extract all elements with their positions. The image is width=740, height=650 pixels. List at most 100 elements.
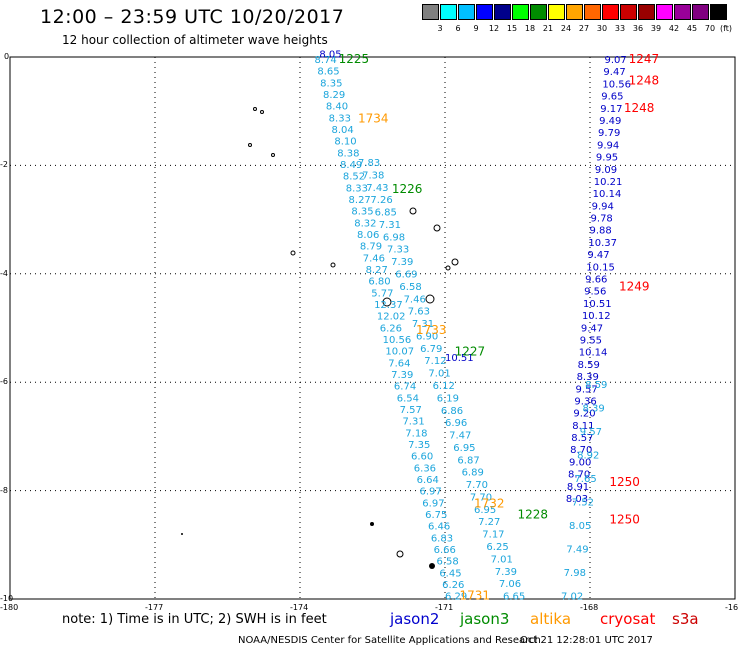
wave-height-value: 7.83	[358, 158, 380, 169]
wave-height-value: 8.11	[572, 421, 594, 432]
pass-time-label: 1250	[609, 475, 640, 489]
x-tick-label: -171	[435, 603, 454, 612]
island	[396, 550, 404, 558]
wave-height-value: 6.69	[395, 269, 417, 280]
wave-height-value: 6.97	[419, 487, 441, 498]
wave-height-value: 6.90	[416, 331, 438, 342]
wave-height-value: 9.95	[596, 153, 618, 164]
wave-height-value: 9.47	[587, 250, 609, 261]
wave-height-value: 9.20	[573, 409, 595, 420]
wave-height-value: 8.33	[329, 113, 351, 124]
wave-height-value: 6.85	[375, 208, 397, 219]
wave-height-value: 9.66	[585, 275, 607, 286]
x-tick-label: -177	[145, 603, 164, 612]
wave-height-value: 9.49	[599, 116, 621, 127]
wave-height-value: 7.57	[400, 405, 422, 416]
wave-height-value: 7.31	[379, 220, 401, 231]
wave-height-value: 8.70	[570, 445, 592, 456]
legend-label: 30	[596, 24, 608, 33]
pass-time-label: 1225	[339, 52, 370, 66]
legend-label: 9	[473, 24, 479, 33]
legend-label: 39	[650, 24, 662, 33]
island	[248, 143, 252, 147]
pass-time-label: 1249	[619, 280, 650, 294]
wave-height-value: 6.19	[437, 393, 459, 404]
pass-time-label: 1248	[624, 101, 655, 115]
legend-swatch	[512, 4, 529, 20]
wave-height-value: 6.46	[428, 522, 450, 533]
island	[451, 258, 459, 266]
x-tick-label: -168	[580, 603, 599, 612]
pass-time-label: 1731	[460, 589, 491, 603]
pass-time-label: 1228	[518, 507, 549, 521]
wave-height-value: 8.70	[568, 470, 590, 481]
island	[382, 297, 392, 307]
wave-height-value: 8.05	[569, 521, 591, 532]
wave-height-value: 8.04	[332, 125, 354, 136]
footnote: note: 1) Time is in UTC; 2) SWH is in fe…	[62, 612, 327, 627]
wave-height-value: 8.59	[578, 360, 600, 371]
legend-label: 27	[578, 24, 590, 33]
wave-height-value: 12.02	[377, 312, 406, 323]
wave-height-value: 12.37	[374, 300, 403, 311]
wave-height-value: 6.12	[433, 381, 455, 392]
wave-height-value: 8.40	[326, 102, 348, 113]
island	[253, 107, 257, 111]
legend-label: 70	[704, 24, 716, 33]
wave-height-value: 6.75	[425, 510, 447, 521]
wave-height-value: 7.64	[388, 358, 410, 369]
island	[181, 533, 183, 535]
island-outlines	[181, 107, 459, 569]
wave-height-value: 6.25	[486, 542, 508, 553]
wave-height-value: 6.54	[397, 393, 419, 404]
wave-height-value: 8.65	[317, 67, 339, 78]
wave-height-value: 8.33	[346, 183, 368, 194]
x-tick-label: -16	[725, 603, 739, 612]
legend-label: 18	[524, 24, 536, 33]
wave-height-value: 7.98	[564, 568, 586, 579]
legend-label: 3	[437, 24, 443, 33]
wave-height-value: 9.94	[592, 201, 614, 212]
wave-height-value: 9.36	[574, 396, 596, 407]
wave-height-value: 6.74	[394, 382, 416, 393]
wave-height-value: 10.12	[582, 311, 611, 322]
legend-swatch	[584, 4, 601, 20]
wave-height-value: 6.87	[457, 455, 479, 466]
wave-height-value: 10.51	[445, 353, 474, 364]
wave-height-value: 6.80	[368, 277, 390, 288]
wave-height-value: 7.06	[499, 579, 521, 590]
island	[409, 207, 417, 215]
wave-height-value: 6.97	[422, 498, 444, 509]
wave-height-value: 7.35	[408, 440, 430, 451]
pass-time-label: 1247	[629, 52, 660, 66]
x-tick-label: -180	[0, 603, 19, 612]
wave-height-value: 7.38	[362, 170, 384, 181]
wave-height-value: 9.56	[584, 287, 606, 298]
legend-swatch	[710, 4, 727, 20]
wave-height-value: 7.47	[449, 431, 471, 442]
wave-height-value: 6.58	[399, 282, 421, 293]
wave-height-value: 6.26	[442, 580, 464, 591]
wave-height-value: 7.26	[370, 195, 392, 206]
pass-time-label: 1734	[358, 112, 389, 126]
island	[445, 265, 451, 271]
map-border	[9, 56, 736, 600]
y-tick-label: 0	[4, 52, 10, 61]
satellite-jason3: jason3	[460, 610, 510, 628]
wave-height-value: 6.58	[436, 557, 458, 568]
wave-height-value: 6.36	[414, 463, 436, 474]
island	[429, 563, 435, 569]
wave-height-value: 7.01	[491, 554, 513, 565]
y-tick-label: -6	[0, 377, 8, 387]
island	[370, 522, 374, 526]
wave-height-value: 7.63	[408, 307, 430, 318]
wave-height-value: 10.56	[383, 335, 412, 346]
wave-height-value: 10.21	[594, 177, 623, 188]
y-tick-label: -4	[0, 268, 8, 278]
legend-label: 6	[455, 24, 461, 33]
wave-height-value: 7.31	[412, 319, 434, 330]
wave-height-value: 6.79	[420, 344, 442, 355]
wave-height-value: 9.09	[595, 165, 617, 176]
wave-height-value: 8.38	[337, 148, 359, 159]
